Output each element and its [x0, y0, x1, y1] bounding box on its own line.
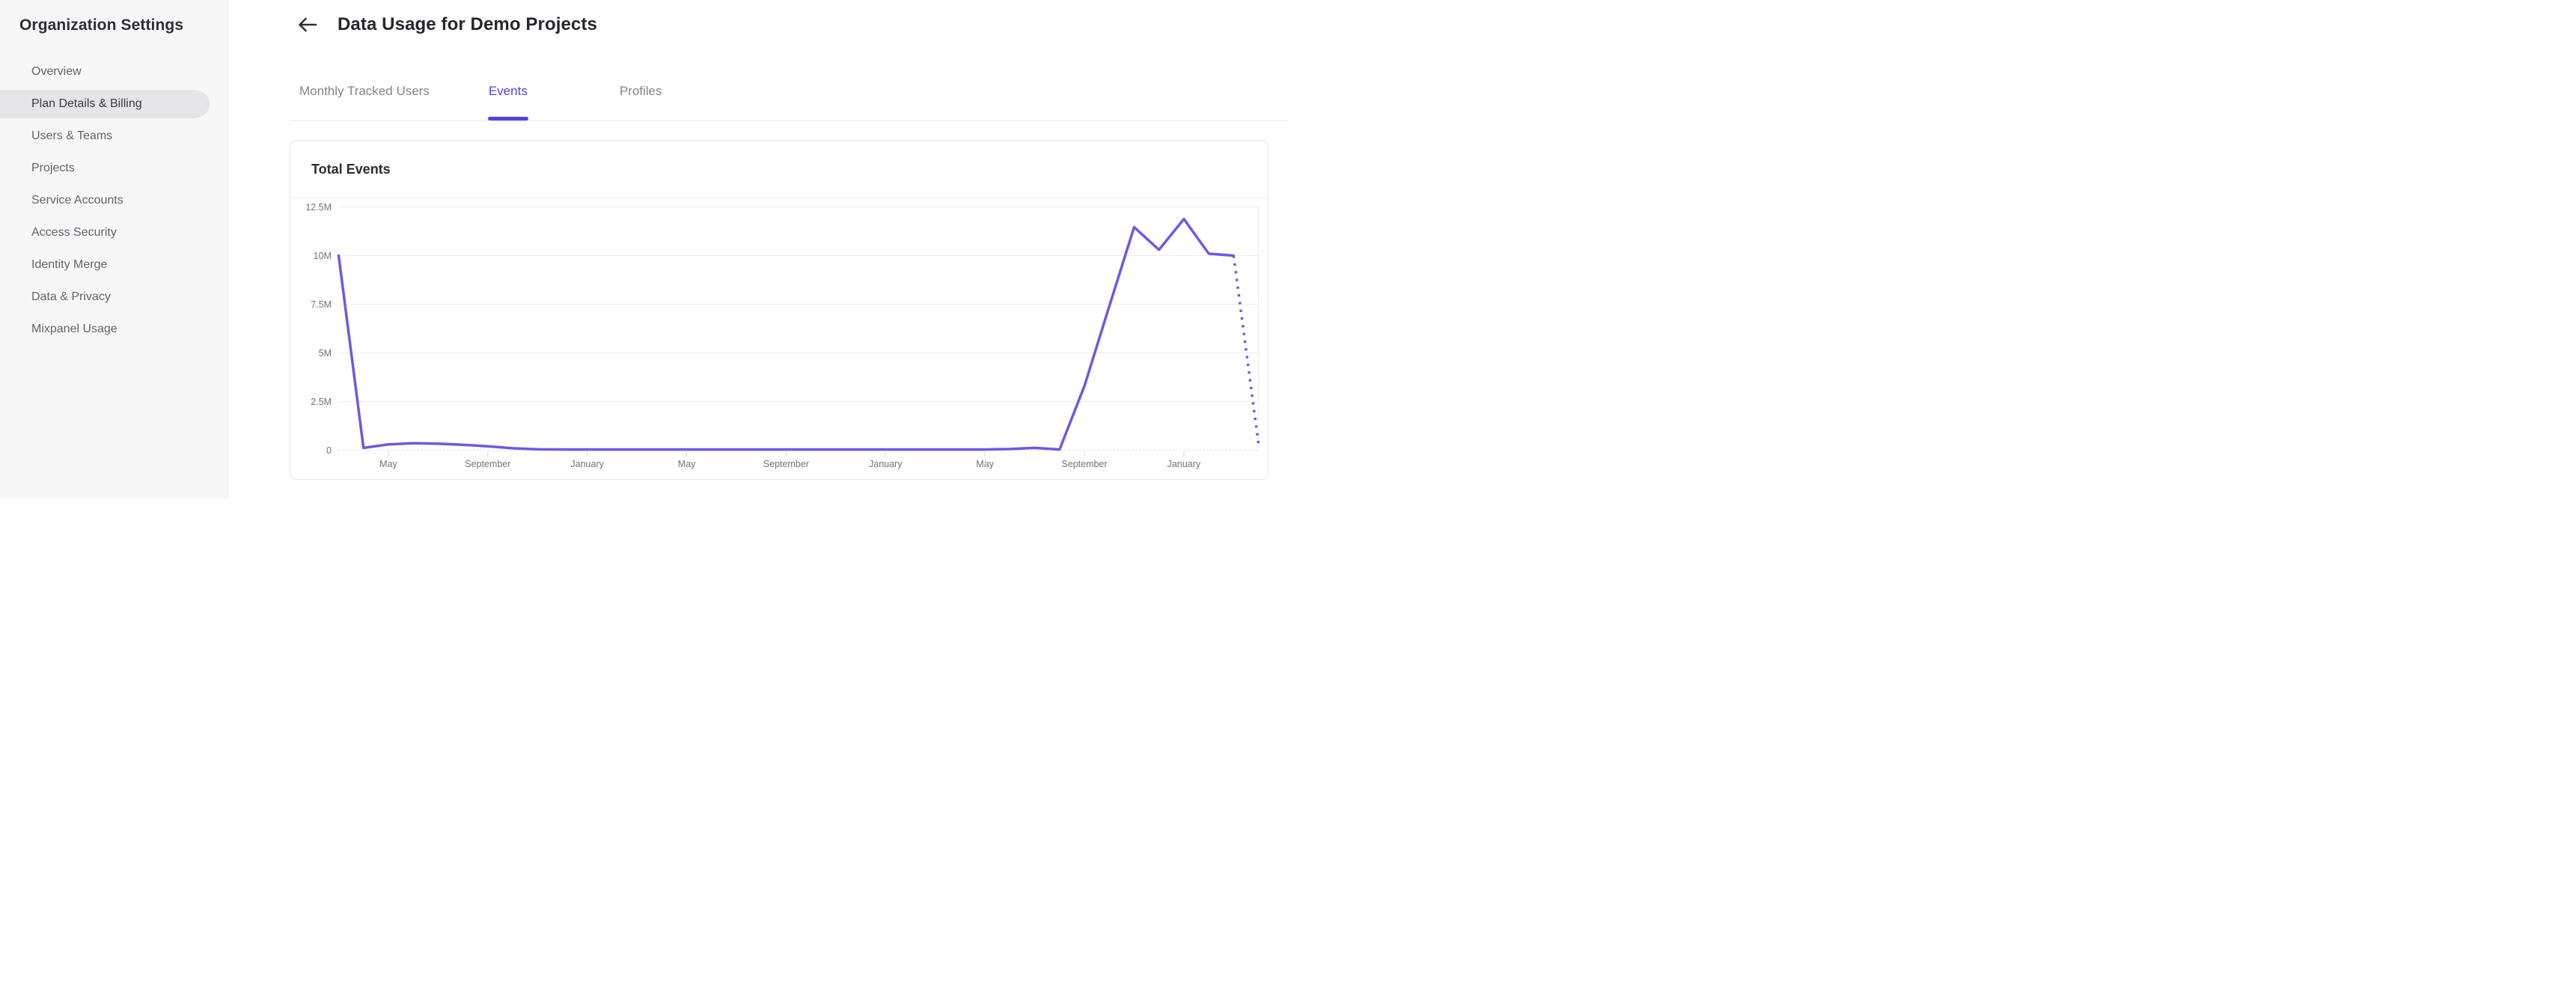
x-axis-tick-label: September: [763, 459, 809, 469]
x-axis-tick-label: September: [465, 459, 510, 469]
tab-label: Events: [488, 84, 528, 98]
y-axis-tick-label: 0: [326, 445, 332, 456]
sidebar-item-overview[interactable]: Overview: [0, 58, 210, 86]
y-axis-tick-label: 12.5M: [305, 202, 332, 213]
sidebar-item-label: Identity Merge: [31, 258, 108, 271]
sidebar-item-label: Users & Teams: [31, 129, 113, 142]
x-axis-tick-label: January: [869, 459, 903, 469]
sidebar-title: Organization Settings: [19, 16, 184, 34]
tab-monthly-tracked-users[interactable]: Monthly Tracked Users: [299, 84, 430, 121]
organization-settings-sidebar: Organization Settings Overview Plan Detai…: [0, 0, 228, 498]
active-tab-underline: [487, 117, 528, 121]
total-events-projected-line: [1232, 255, 1260, 444]
sidebar-item-label: Mixpanel Usage: [31, 323, 117, 335]
x-axis-tick-label: May: [678, 459, 696, 469]
usage-tabs: Monthly Tracked Users Events Profiles: [299, 84, 662, 121]
sidebar-item-plan-details-billing[interactable]: Plan Details & Billing: [0, 90, 210, 118]
sidebar-item-label: Access Security: [31, 226, 117, 239]
x-axis-tick-label: January: [570, 459, 604, 469]
chart-title: Total Events: [311, 162, 391, 177]
x-axis-tick-label: September: [1061, 459, 1107, 469]
sidebar-item-mixpanel-usage[interactable]: Mixpanel Usage: [0, 315, 210, 344]
x-axis-tick-label: May: [379, 459, 397, 469]
events-chart[interactable]: 12.5M 10M 7.5M 5M 2.5M 0 May September January Ma…: [290, 198, 1269, 480]
total-events-line: [337, 217, 1236, 451]
sidebar-item-identity-merge[interactable]: Identity Merge: [0, 251, 210, 279]
sidebar-item-service-accounts[interactable]: Service Accounts: [0, 186, 210, 215]
y-axis-tick-label: 7.5M: [311, 299, 332, 310]
sidebar-item-access-security[interactable]: Access Security: [0, 219, 210, 247]
tab-events[interactable]: Events: [487, 84, 528, 121]
y-axis-tick-label: 5M: [319, 348, 332, 359]
y-axis-tick-label: 2.5M: [311, 397, 332, 407]
sidebar-item-data-privacy[interactable]: Data & Privacy: [0, 283, 210, 311]
tab-label: Profiles: [619, 84, 662, 98]
x-axis-tick-label: May: [976, 459, 994, 469]
back-button[interactable]: [296, 16, 319, 36]
sidebar-item-label: Overview: [31, 65, 82, 78]
tab-label: Monthly Tracked Users: [299, 84, 430, 98]
x-axis-tick-label: January: [1168, 459, 1201, 469]
total-events-card: [290, 140, 1269, 480]
sidebar-item-label: Data & Privacy: [31, 290, 111, 303]
left-arrow-icon: [297, 16, 318, 37]
sidebar-item-users-teams[interactable]: Users & Teams: [0, 122, 210, 150]
page-title: Data Usage for Demo Projects: [338, 14, 597, 34]
sidebar-item-label: Projects: [31, 162, 75, 174]
sidebar-nav: Overview Plan Details & Billing Users & Te…: [0, 58, 228, 347]
sidebar-item-label: Plan Details & Billing: [31, 97, 142, 110]
sidebar-item-label: Service Accounts: [31, 194, 123, 207]
y-axis-tick-label: 10M: [314, 251, 332, 261]
tab-profiles[interactable]: Profiles: [620, 84, 662, 121]
sidebar-item-projects[interactable]: Projects: [0, 154, 210, 183]
